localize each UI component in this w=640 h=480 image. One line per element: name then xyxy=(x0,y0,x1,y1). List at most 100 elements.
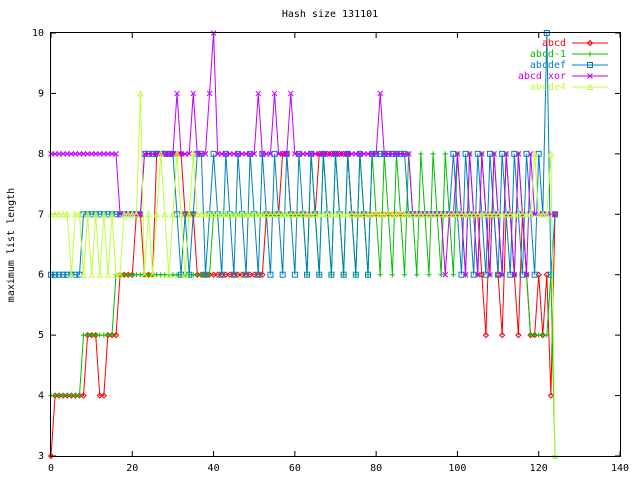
data-point xyxy=(413,210,421,218)
data-point xyxy=(226,210,234,218)
data-point xyxy=(421,210,429,218)
data-point xyxy=(112,271,120,278)
data-point xyxy=(586,83,594,90)
data-point xyxy=(348,151,355,157)
data-point xyxy=(503,151,510,157)
data-point xyxy=(324,210,331,218)
data-point xyxy=(271,210,278,218)
data-point xyxy=(361,151,367,157)
data-point xyxy=(519,210,526,218)
series-abcd-xor xyxy=(48,30,558,278)
legend-label: abcdef xyxy=(530,60,566,71)
data-point xyxy=(523,271,530,278)
data-point xyxy=(145,151,152,157)
data-point xyxy=(153,210,160,218)
data-point xyxy=(300,151,306,157)
data-point xyxy=(166,151,172,157)
data-point xyxy=(368,210,376,218)
data-point xyxy=(511,271,518,278)
data-point xyxy=(291,210,299,218)
data-point xyxy=(194,210,201,218)
data-point xyxy=(498,331,506,339)
series-group xyxy=(47,30,559,460)
data-point xyxy=(360,210,368,218)
data-point xyxy=(226,151,233,157)
data-point xyxy=(401,210,408,218)
y-axis-label: maximum list length xyxy=(6,188,17,302)
data-point xyxy=(401,151,408,157)
data-point xyxy=(515,331,522,339)
data-point xyxy=(486,150,493,157)
data-point xyxy=(72,210,79,218)
data-point xyxy=(348,210,356,218)
data-point xyxy=(372,210,380,218)
data-point xyxy=(482,331,490,339)
data-point xyxy=(303,210,311,218)
data-point xyxy=(498,210,506,218)
data-point xyxy=(185,210,193,218)
data-point xyxy=(234,210,242,218)
data-point xyxy=(88,271,95,278)
data-point xyxy=(547,150,555,157)
data-point xyxy=(478,151,485,157)
data-point xyxy=(491,151,497,157)
data-point xyxy=(231,151,237,157)
data-point xyxy=(218,210,226,218)
data-point xyxy=(173,150,181,157)
data-point xyxy=(405,151,412,157)
data-point xyxy=(316,271,323,278)
data-point xyxy=(466,151,473,157)
data-point xyxy=(287,90,294,97)
data-point xyxy=(210,271,217,278)
data-point xyxy=(311,210,319,218)
data-point xyxy=(246,210,254,218)
legend-label: abcd xyxy=(542,38,566,49)
data-point xyxy=(328,151,335,157)
data-point xyxy=(56,151,62,157)
data-point xyxy=(357,151,363,157)
data-point xyxy=(511,150,518,157)
data-point xyxy=(250,210,258,218)
y-tick-label: 8 xyxy=(38,149,44,160)
data-point xyxy=(100,151,107,157)
data-point xyxy=(458,271,465,278)
data-point xyxy=(141,271,148,278)
data-point xyxy=(76,151,83,157)
data-point xyxy=(279,151,286,157)
data-point xyxy=(238,210,246,218)
data-point xyxy=(243,271,250,278)
data-point xyxy=(283,210,291,218)
series-line xyxy=(51,153,556,457)
data-point xyxy=(523,210,530,218)
data-point xyxy=(442,271,449,278)
data-point xyxy=(96,151,103,157)
data-point xyxy=(547,392,555,399)
data-point xyxy=(587,73,593,79)
data-point xyxy=(60,151,67,157)
data-point xyxy=(389,210,396,218)
data-point xyxy=(267,271,274,278)
data-point xyxy=(255,90,262,97)
data-point xyxy=(88,151,95,157)
data-point xyxy=(352,271,359,278)
data-point xyxy=(189,150,197,157)
data-point xyxy=(141,151,148,157)
data-point xyxy=(418,151,424,157)
data-point xyxy=(56,271,63,278)
data-point xyxy=(445,210,453,218)
x-tick-label: 0 xyxy=(48,463,54,474)
data-point xyxy=(279,271,286,278)
data-point xyxy=(352,210,360,218)
data-point xyxy=(450,272,456,278)
data-point xyxy=(52,271,59,278)
data-point xyxy=(344,210,352,218)
data-point xyxy=(64,151,71,157)
data-point xyxy=(254,210,262,218)
data-point xyxy=(222,210,230,218)
data-point xyxy=(474,150,481,157)
data-point xyxy=(393,210,400,218)
data-point xyxy=(80,151,87,157)
data-point xyxy=(442,151,448,157)
data-point xyxy=(259,210,266,218)
chart-title: Hash size 131101 xyxy=(282,9,378,20)
